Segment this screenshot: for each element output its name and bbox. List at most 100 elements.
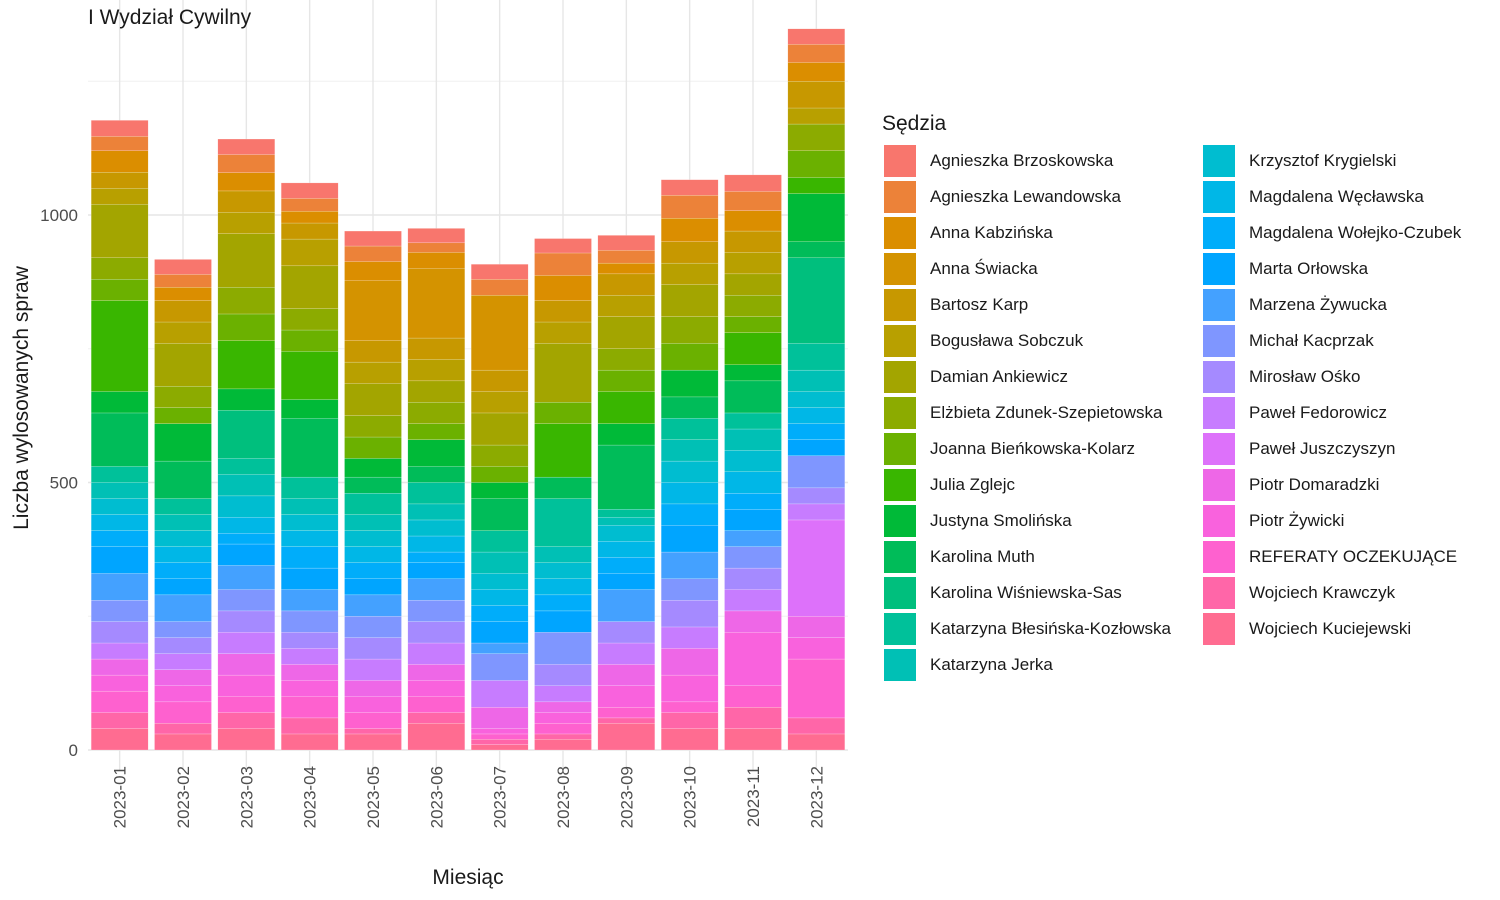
bar-segment	[217, 410, 276, 459]
bar-segment	[280, 530, 339, 547]
bar-segment	[344, 458, 402, 478]
bar-segment	[280, 589, 339, 612]
bar-segment	[660, 525, 719, 553]
bar-segment	[280, 664, 339, 681]
x-tick-label: 2023-05	[364, 766, 383, 828]
bar-segment	[724, 610, 782, 633]
bar-segment	[534, 578, 592, 596]
legend-label: Magdalena Wołejko-Czubek	[1249, 223, 1462, 242]
bar-segment	[534, 632, 592, 665]
bar-segment	[90, 120, 149, 137]
legend-label: Mirosław Ośko	[1249, 367, 1361, 386]
legend-item: Joanna Bieńkowska-Kolarz	[884, 433, 1135, 465]
bar-segment	[724, 210, 782, 232]
bar-segment	[217, 233, 276, 288]
bar-segment	[597, 557, 656, 574]
bar-segment	[660, 460, 719, 483]
legend-item: Mirosław Ośko	[1203, 361, 1360, 393]
bar-segment	[344, 680, 402, 697]
bar-segment	[154, 594, 212, 622]
legend-label: Bartosz Karp	[930, 295, 1029, 314]
bar-segment	[724, 546, 782, 569]
y-tick-label: 500	[50, 474, 78, 493]
legend-item: Karolina Wiśniewska-Sas	[884, 577, 1122, 609]
bar-segment	[724, 707, 782, 729]
bar-segment	[597, 525, 656, 542]
bar-segment	[660, 503, 719, 526]
bar-segment	[407, 712, 466, 724]
bar-segment	[534, 712, 592, 724]
legend-item: Paweł Fedorowicz	[1203, 397, 1387, 429]
bar-segment	[787, 62, 846, 82]
bar-segment	[217, 674, 276, 697]
bar-segment	[470, 412, 529, 446]
bar-segment	[470, 295, 529, 371]
legend-key	[884, 649, 916, 681]
x-tick-label: 2023-04	[301, 766, 320, 828]
legend-key	[1203, 253, 1235, 285]
bar-segment	[534, 476, 592, 499]
bar-segment	[217, 138, 276, 155]
legend-label: Agnieszka Lewandowska	[930, 187, 1121, 206]
bar-segment	[280, 546, 339, 569]
bar-segment	[90, 188, 149, 205]
bar-segment	[154, 653, 212, 670]
bar-segment	[217, 340, 276, 390]
legend-item: Piotr Domaradzki	[1203, 469, 1379, 501]
bar-segment	[154, 259, 212, 275]
legend-label: Elżbieta Zdunek-Szepietowska	[930, 403, 1163, 422]
legend-label: Marta Orłowska	[1249, 259, 1369, 278]
bar-segment	[470, 369, 529, 392]
x-tick-label: 2023-02	[174, 766, 193, 828]
bar-segment	[154, 274, 212, 288]
bar-segment	[787, 44, 846, 63]
legend-label: Piotr Żywicki	[1249, 511, 1345, 530]
legend-label: Paweł Juszczyszyn	[1249, 439, 1396, 458]
bar-segment	[280, 648, 339, 665]
legend-label: Damian Ankiewicz	[930, 367, 1068, 386]
bar-segment	[597, 589, 656, 622]
bar-segment	[280, 680, 339, 697]
bar-segment	[724, 252, 782, 275]
bar-segment	[217, 474, 276, 497]
bar-segment	[534, 723, 592, 735]
bar-segment	[787, 717, 846, 735]
bar-segment	[154, 546, 212, 563]
bar-segment	[534, 252, 592, 276]
legend-key	[884, 361, 916, 393]
legend-key	[1203, 325, 1235, 357]
bar-segment	[344, 546, 402, 563]
bar-segment	[90, 466, 149, 483]
bar-segment	[407, 551, 466, 563]
legend-key	[1203, 577, 1235, 609]
legend-item: REFERATY OCZEKUJĄCE	[1203, 541, 1457, 573]
bar-segment	[534, 739, 592, 751]
bar-segment	[154, 530, 212, 547]
bar-segment	[344, 712, 402, 729]
bar-segment	[534, 498, 592, 547]
bar-segment	[280, 498, 339, 515]
bar-segment	[470, 728, 529, 735]
bar-segment	[344, 594, 402, 617]
bar-segment	[724, 316, 782, 333]
bar-segment	[787, 637, 846, 660]
bar-segment	[154, 562, 212, 579]
legend-key	[884, 541, 916, 573]
bar-segment	[90, 279, 149, 301]
bar-segment	[534, 275, 592, 301]
bar-segment	[534, 321, 592, 344]
bar-segment	[90, 600, 149, 622]
bar-segment	[470, 733, 529, 740]
bar-segment	[344, 230, 402, 247]
legend-item: Agnieszka Lewandowska	[884, 181, 1121, 213]
bar-segment	[407, 242, 466, 253]
x-tick-label: 2023-07	[491, 766, 510, 828]
legend-item: Damian Ankiewicz	[884, 361, 1068, 393]
bar-segment	[344, 562, 402, 579]
bar-segment	[660, 195, 719, 219]
bar-segment	[660, 316, 719, 344]
bar-segment	[470, 482, 529, 499]
bar-segment	[660, 418, 719, 440]
bar-segment	[470, 621, 529, 644]
bar-segment	[90, 573, 149, 601]
